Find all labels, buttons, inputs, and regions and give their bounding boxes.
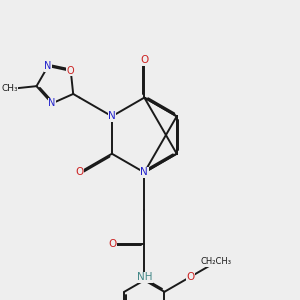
Text: O: O [67, 66, 75, 76]
Text: CH₂CH₃: CH₂CH₃ [201, 257, 232, 266]
Text: O: O [140, 55, 148, 65]
Text: N: N [48, 98, 56, 108]
Text: O: O [186, 272, 194, 282]
Text: N: N [108, 111, 116, 121]
Text: O: O [108, 238, 117, 248]
Text: N: N [140, 167, 148, 178]
Text: CH₃: CH₃ [1, 85, 18, 94]
Text: N: N [44, 61, 52, 71]
Text: NH: NH [136, 272, 152, 282]
Text: O: O [75, 167, 84, 178]
